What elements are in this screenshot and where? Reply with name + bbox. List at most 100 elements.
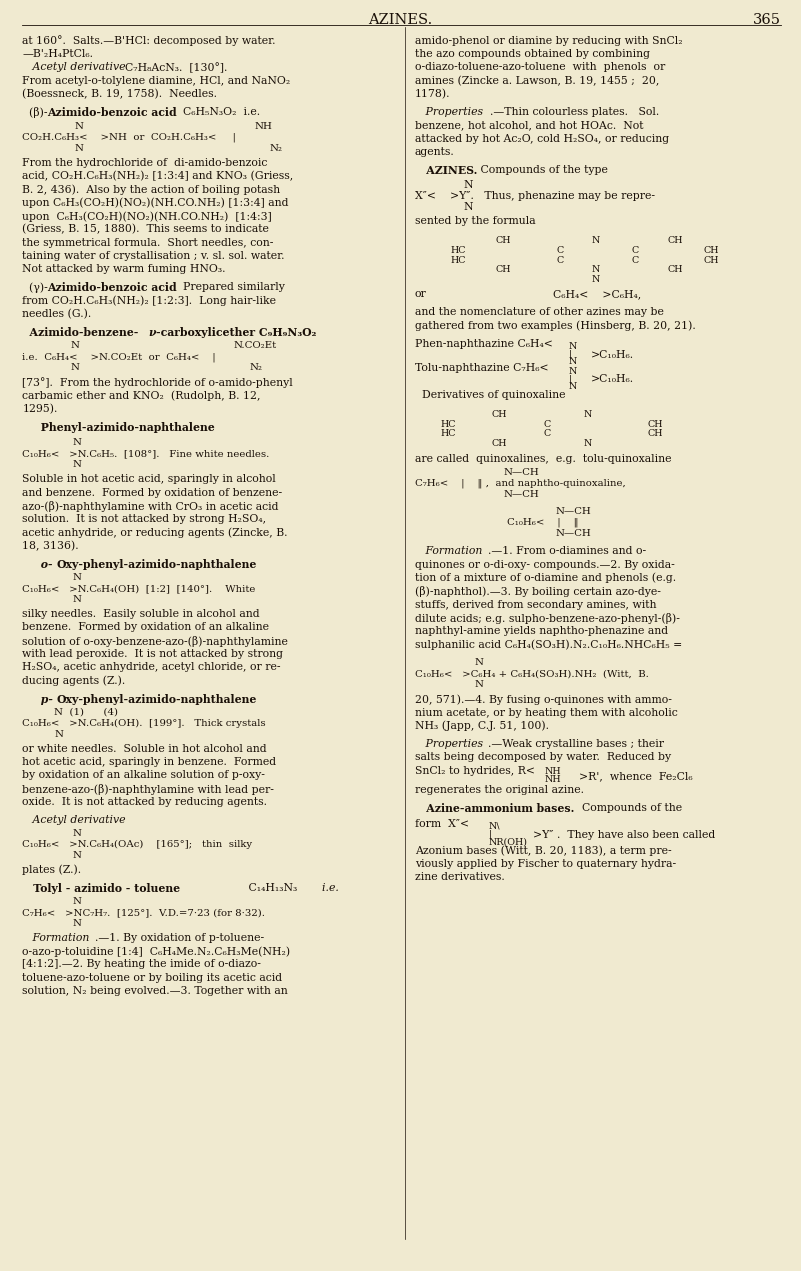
Text: CH: CH	[667, 236, 682, 245]
Text: (β)-: (β)-	[22, 107, 48, 118]
Text: 1178).: 1178).	[415, 89, 450, 99]
Text: N: N	[583, 411, 591, 419]
Text: Not attacked by warm fuming HNO₃.: Not attacked by warm fuming HNO₃.	[22, 264, 226, 275]
Text: N: N	[73, 573, 82, 582]
Text: N: N	[583, 438, 591, 447]
Text: C: C	[557, 245, 564, 255]
Text: N—CH: N—CH	[555, 507, 591, 516]
Text: Derivatives of quinoxaline: Derivatives of quinoxaline	[415, 390, 566, 400]
Text: Acetyl derivative: Acetyl derivative	[22, 62, 133, 72]
Text: zine derivatives.: zine derivatives.	[415, 872, 505, 882]
Text: C₁₀H₆<   >N.C₆H₄(OAc)    [165°];   thin  silky: C₁₀H₆< >N.C₆H₄(OAc) [165°]; thin silky	[22, 840, 252, 849]
Text: N: N	[74, 122, 83, 131]
Text: HC: HC	[451, 255, 466, 264]
Text: C₇H₆<    |    ‖ ,  and naphtho-quinoxaline,: C₇H₆< | ‖ , and naphtho-quinoxaline,	[415, 479, 626, 488]
Text: and the nomenclature of other azines may be: and the nomenclature of other azines may…	[415, 306, 664, 316]
Text: N: N	[73, 595, 82, 604]
Text: N: N	[70, 341, 79, 350]
Text: N: N	[463, 180, 473, 191]
Text: C₆H₅N₃O₂  i.e.: C₆H₅N₃O₂ i.e.	[176, 107, 260, 117]
Text: Compounds of the: Compounds of the	[582, 803, 682, 813]
Text: N: N	[73, 438, 82, 447]
Text: C: C	[632, 255, 639, 264]
Text: N: N	[73, 897, 82, 906]
Text: >C₁₀H₆.: >C₁₀H₆.	[591, 350, 634, 360]
Text: C₆H₄<    >C₆H₄,: C₆H₄< >C₆H₄,	[511, 290, 642, 300]
Text: HC: HC	[451, 245, 466, 255]
Text: nium acetate, or by heating them with alcoholic: nium acetate, or by heating them with al…	[415, 708, 678, 718]
Text: C₁₀H₆<   >N.C₆H₅.  [108°].   Fine white needles.: C₁₀H₆< >N.C₆H₅. [108°]. Fine white needl…	[22, 449, 270, 459]
Text: attacked by hot Ac₂O, cold H₂SO₄, or reducing: attacked by hot Ac₂O, cold H₂SO₄, or red…	[415, 133, 669, 144]
Text: benzene.  Formed by oxidation of an alkaline: benzene. Formed by oxidation of an alkal…	[22, 623, 269, 632]
Text: taining water of crystallisation ; v. sl. sol. water.: taining water of crystallisation ; v. sl…	[22, 250, 285, 261]
Text: CH: CH	[647, 419, 662, 428]
Text: CH: CH	[703, 255, 718, 264]
Text: N—CH: N—CH	[503, 489, 539, 498]
Text: Oxy-phenyl-azimido-naphthalene: Oxy-phenyl-azimido-naphthalene	[56, 694, 256, 704]
Text: naphthyl-amine yields naphtho-phenazine and: naphthyl-amine yields naphtho-phenazine …	[415, 627, 668, 637]
Text: NH: NH	[545, 766, 562, 775]
Text: Acetyl derivative: Acetyl derivative	[22, 815, 126, 825]
Text: N: N	[591, 275, 599, 283]
Text: Oxy-phenyl-azimido-naphthalene: Oxy-phenyl-azimido-naphthalene	[56, 559, 256, 569]
Text: or: or	[415, 290, 427, 300]
Text: >Y″ .  They have also been called: >Y″ . They have also been called	[533, 830, 716, 840]
Text: are called  quinoxalines,  e.g.  tolu-quinoxaline: are called quinoxalines, e.g. tolu-quino…	[415, 454, 671, 464]
Text: N: N	[569, 367, 577, 376]
Text: Properties: Properties	[415, 738, 483, 749]
Text: amido-phenol or diamine by reducing with SnCl₂: amido-phenol or diamine by reducing with…	[415, 36, 682, 46]
Text: acetic anhydride, or reducing agents (Zincke, B.: acetic anhydride, or reducing agents (Zi…	[22, 527, 288, 538]
Text: N\: N\	[489, 821, 501, 830]
Text: N₂: N₂	[249, 364, 262, 372]
Text: solution.  It is not attacked by strong H₂SO₄,: solution. It is not attacked by strong H…	[22, 515, 267, 525]
Text: CH: CH	[703, 245, 718, 255]
Text: or white needles.  Soluble in hot alcohol and: or white needles. Soluble in hot alcohol…	[22, 744, 267, 754]
Text: N: N	[73, 919, 82, 928]
Text: C₁₀H₆<   >N.C₆H₄(OH).  [199°].   Thick crystals: C₁₀H₆< >N.C₆H₄(OH). [199°]. Thick crysta…	[22, 718, 266, 728]
Text: the symmetrical formula.  Short needles, con-: the symmetrical formula. Short needles, …	[22, 238, 274, 248]
Text: C₁₀H₆<   >N.C₆H₄(OH)  [1:2]  [140°].    White: C₁₀H₆< >N.C₆H₄(OH) [1:2] [140°]. White	[22, 583, 256, 594]
Text: N: N	[569, 357, 577, 366]
Text: N: N	[463, 202, 473, 212]
Text: plates (Z.).: plates (Z.).	[22, 864, 82, 876]
Text: CH: CH	[495, 236, 510, 245]
Text: [73°].  From the hydrochloride of o-amido-phenyl: [73°]. From the hydrochloride of o-amido…	[22, 377, 293, 388]
Text: C: C	[543, 430, 550, 438]
Text: C₁₀H₆<   >C₆H₄ + C₆H₄(SO₃H).NH₂  (Witt,  B.: C₁₀H₆< >C₆H₄ + C₆H₄(SO₃H).NH₂ (Witt, B.	[415, 670, 649, 679]
Text: Properties: Properties	[415, 107, 483, 117]
Text: solution, N₂ being evolved.—3. Together with an: solution, N₂ being evolved.—3. Together …	[22, 986, 288, 996]
Text: acid, CO₂H.C₆H₃(NH₂)₂ [1:3:4] and KNO₃ (Griess,: acid, CO₂H.C₆H₃(NH₂)₂ [1:3:4] and KNO₃ (…	[22, 170, 294, 182]
Text: needles (G.).: needles (G.).	[22, 309, 91, 319]
Text: N: N	[54, 730, 63, 738]
Text: upon C₆H₃(CO₂H)(NO₂)(NH.CO.NH₂) [1:3:4] and: upon C₆H₃(CO₂H)(NO₂)(NH.CO.NH₂) [1:3:4] …	[22, 197, 289, 208]
Text: 1295).: 1295).	[22, 404, 58, 414]
Text: |: |	[569, 350, 572, 360]
Text: (γ)-: (γ)-	[22, 282, 48, 292]
Text: regenerates the original azine.: regenerates the original azine.	[415, 785, 584, 794]
Text: .—Thin colourless plates.   Sol.: .—Thin colourless plates. Sol.	[490, 107, 659, 117]
Text: azo-(β)-naphthylamine with CrO₃ in acetic acid: azo-(β)-naphthylamine with CrO₃ in aceti…	[22, 501, 279, 512]
Text: N: N	[475, 658, 484, 667]
Text: AZINES.: AZINES.	[415, 165, 485, 177]
Text: C₁₄H₁₃N₃: C₁₄H₁₃N₃	[231, 883, 297, 894]
Text: CH: CH	[491, 438, 506, 447]
Text: stuffs, derived from secondary amines, with: stuffs, derived from secondary amines, w…	[415, 600, 656, 610]
Text: 18, 3136).: 18, 3136).	[22, 541, 79, 552]
Text: CH: CH	[495, 266, 510, 275]
Text: ν: ν	[148, 327, 155, 338]
Text: N: N	[74, 144, 83, 153]
Text: N: N	[73, 829, 82, 838]
Text: from CO₂H.C₆H₃(NH₂)₂ [1:2:3].  Long hair-like: from CO₂H.C₆H₃(NH₂)₂ [1:2:3]. Long hair-…	[22, 296, 276, 306]
Text: —B'₂H₄PtCl₆.: —B'₂H₄PtCl₆.	[22, 48, 94, 58]
Text: 365: 365	[753, 13, 781, 27]
Text: viously applied by Fischer to quaternary hydra-: viously applied by Fischer to quaternary…	[415, 859, 676, 869]
Text: dilute acids; e.g. sulpho-benzene-azo-phenyl-(β)-: dilute acids; e.g. sulpho-benzene-azo-ph…	[415, 613, 680, 624]
Text: N.CO₂Et: N.CO₂Et	[233, 341, 276, 350]
Text: |: |	[489, 830, 492, 839]
Text: i.e.  C₆H₄<    >N.CO₂Et  or  C₆H₄<    |: i.e. C₆H₄< >N.CO₂Et or C₆H₄< |	[22, 352, 216, 361]
Text: agents.: agents.	[415, 147, 455, 158]
Text: N: N	[73, 460, 82, 469]
Text: .—Weak crystalline bases ; their: .—Weak crystalline bases ; their	[488, 738, 664, 749]
Text: sented by the formula: sented by the formula	[415, 216, 536, 226]
Text: Azimido-benzene-: Azimido-benzene-	[22, 327, 139, 338]
